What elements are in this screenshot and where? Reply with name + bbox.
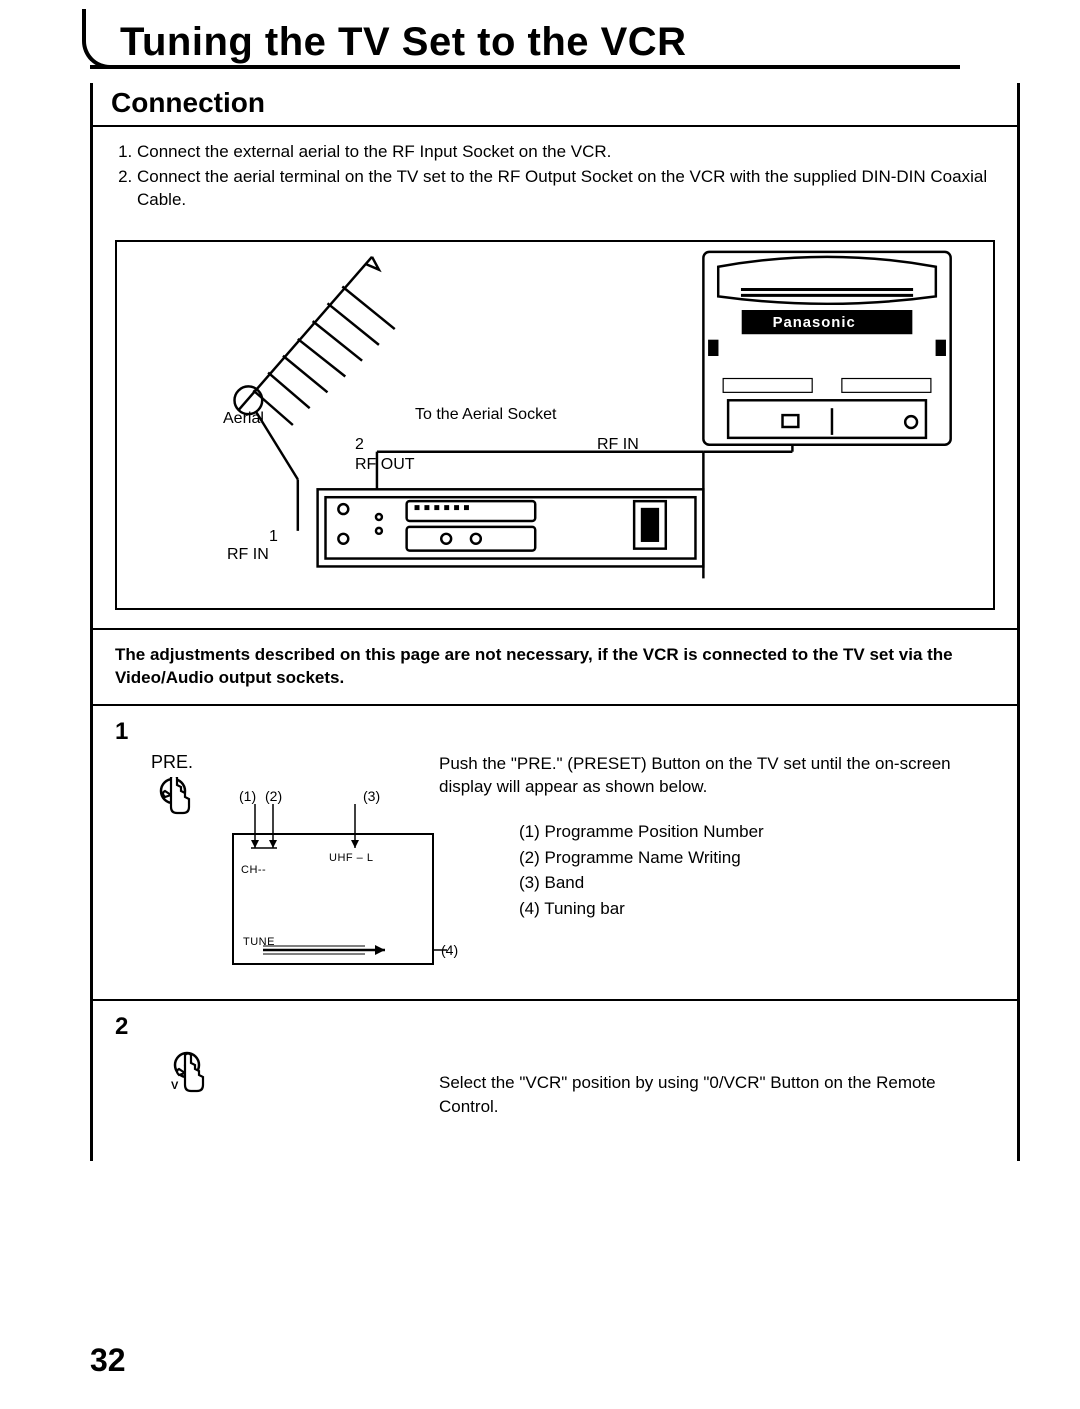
ch-label: CH--	[241, 864, 266, 876]
title-corner-rule	[82, 9, 122, 69]
page-title-block: Tuning the TV Set to the VCR	[90, 20, 1020, 65]
connection-instructions: Connect the external aerial to the RF In…	[93, 127, 1017, 226]
tv-brand-label: Panasonic	[773, 315, 856, 331]
step-1: 1 PRE.	[93, 706, 1017, 1002]
step-2-instruction: Select the "VCR" position by using "0/VC…	[439, 1071, 995, 1119]
page-number: 32	[90, 1342, 126, 1379]
connection-item-1: Connect the external aerial to the RF In…	[137, 141, 995, 164]
btn-v-label: V	[171, 1080, 179, 1092]
rf-out-label: RF OUT	[355, 456, 415, 474]
legend-3: (3) Band	[519, 870, 995, 896]
rf-in-vcr-label: RF IN	[227, 546, 269, 564]
connection-item-2: Connect the aerial terminal on the TV se…	[137, 166, 995, 212]
preset-screen-diagram	[215, 788, 455, 978]
adjustment-note: The adjustments described on this page a…	[93, 628, 1017, 706]
rf-out-num: 2	[355, 436, 364, 454]
to-aerial-socket-label: To the Aerial Socket	[415, 406, 556, 424]
main-content-box: Connection Connect the external aerial t…	[90, 83, 1020, 1161]
step-1-number: 1	[115, 718, 995, 746]
page-title: Tuning the TV Set to the VCR	[90, 20, 1020, 65]
marker-4: (4)	[441, 942, 458, 958]
step-2-number: 2	[115, 1013, 995, 1041]
title-rule	[90, 65, 960, 69]
legend-1: (1) Programme Position Number	[519, 819, 995, 845]
manual-page: Tuning the TV Set to the VCR Connection …	[0, 0, 1080, 1409]
legend-2: (2) Programme Name Writing	[519, 845, 995, 871]
marker-2: (2)	[265, 788, 282, 804]
steps: 1 PRE.	[93, 706, 1017, 1162]
uhf-label: UHF – L	[329, 852, 373, 864]
rf-in-vcr-num: 1	[269, 528, 278, 546]
aerial-label: Aerial	[223, 410, 264, 428]
pre-label: PRE.	[151, 752, 415, 773]
rf-in-tv-label: RF IN	[597, 436, 639, 454]
remote-button-icon: 0 V	[163, 1051, 415, 1120]
step-1-instruction: Push the "PRE." (PRESET) Button on the T…	[439, 752, 995, 800]
legend-4: (4) Tuning bar	[519, 896, 995, 922]
connection-heading: Connection	[93, 83, 1017, 127]
marker-3: (3)	[363, 788, 380, 804]
marker-1: (1)	[239, 788, 256, 804]
connection-diagram: Panasonic Aerial To the Aerial Socket 2 …	[115, 240, 995, 610]
step-2: 2 0 V	[93, 1001, 1017, 1161]
tune-label: TUNE	[243, 936, 275, 948]
